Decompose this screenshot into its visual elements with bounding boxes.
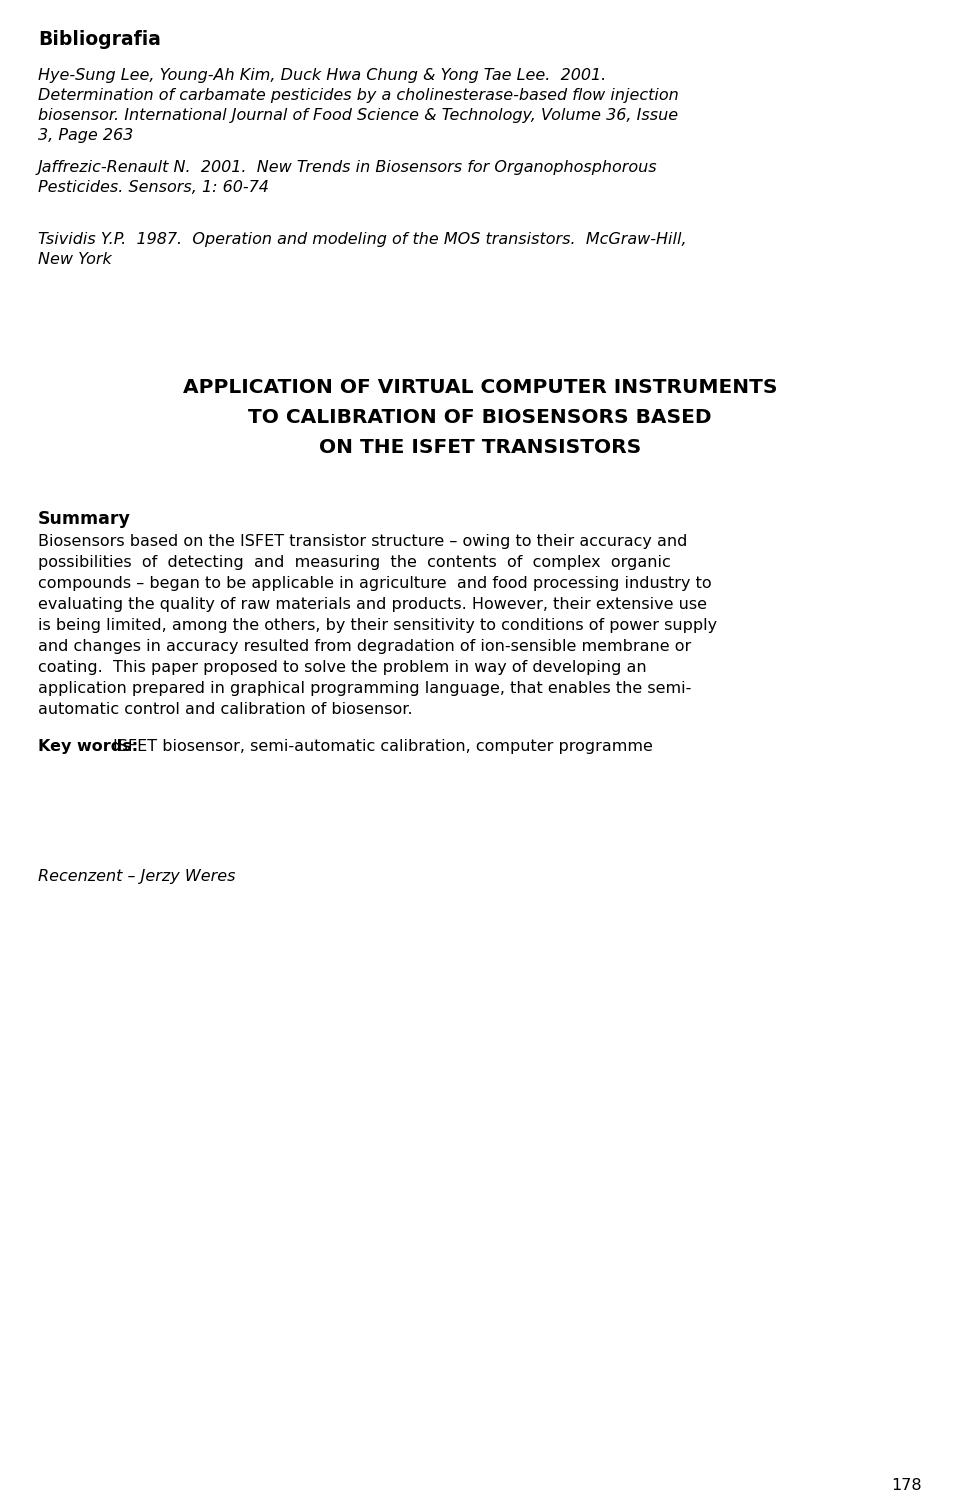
Text: application prepared in graphical programming language, that enables the semi-: application prepared in graphical progra… — [38, 680, 691, 695]
Text: New York: New York — [38, 251, 111, 266]
Text: Tsividis Y.P.  1987.  Operation and modeling of the MOS transistors.  McGraw-Hil: Tsividis Y.P. 1987. Operation and modeli… — [38, 232, 686, 247]
Text: Jaffrezic-Renault N.  2001.  New Trends in Biosensors for Organophosphorous: Jaffrezic-Renault N. 2001. New Trends in… — [38, 160, 658, 175]
Text: biosensor. International Journal of Food Science & Technology, Volume 36, Issue: biosensor. International Journal of Food… — [38, 108, 678, 123]
Text: ON THE ISFET TRANSISTORS: ON THE ISFET TRANSISTORS — [319, 438, 641, 458]
Text: Key words:: Key words: — [38, 739, 138, 754]
Text: evaluating the quality of raw materials and products. However, their extensive u: evaluating the quality of raw materials … — [38, 597, 707, 613]
Text: Determination of carbamate pesticides by a cholinesterase-based flow injection: Determination of carbamate pesticides by… — [38, 87, 679, 102]
Text: ISFET biosensor, semi-automatic calibration, computer programme: ISFET biosensor, semi-automatic calibrat… — [113, 739, 653, 754]
Text: possibilities  of  detecting  and  measuring  the  contents  of  complex  organi: possibilities of detecting and measuring… — [38, 555, 671, 570]
Text: is being limited, among the others, by their sensitivity to conditions of power : is being limited, among the others, by t… — [38, 619, 717, 634]
Text: automatic control and calibration of biosensor.: automatic control and calibration of bio… — [38, 701, 413, 716]
Text: TO CALIBRATION OF BIOSENSORS BASED: TO CALIBRATION OF BIOSENSORS BASED — [249, 408, 711, 427]
Text: 178: 178 — [892, 1478, 922, 1493]
Text: Bibliografia: Bibliografia — [38, 30, 161, 50]
Text: and changes in accuracy resulted from degradation of ion-sensible membrane or: and changes in accuracy resulted from de… — [38, 640, 691, 655]
Text: Pesticides. Sensors, 1: 60-74: Pesticides. Sensors, 1: 60-74 — [38, 181, 269, 196]
Text: compounds – began to be applicable in agriculture  and food processing industry : compounds – began to be applicable in ag… — [38, 576, 711, 591]
Text: Summary: Summary — [38, 510, 131, 528]
Text: APPLICATION OF VIRTUAL COMPUTER INSTRUMENTS: APPLICATION OF VIRTUAL COMPUTER INSTRUME… — [182, 378, 778, 397]
Text: Hye-Sung Lee, Young-Ah Kim, Duck Hwa Chung & Yong Tae Lee.  2001.: Hye-Sung Lee, Young-Ah Kim, Duck Hwa Chu… — [38, 68, 607, 83]
Text: Biosensors based on the ISFET transistor structure – owing to their accuracy and: Biosensors based on the ISFET transistor… — [38, 534, 687, 549]
Text: Recenzent – Jerzy Weres: Recenzent – Jerzy Weres — [38, 868, 235, 883]
Text: coating.  This paper proposed to solve the problem in way of developing an: coating. This paper proposed to solve th… — [38, 661, 647, 676]
Text: 3, Page 263: 3, Page 263 — [38, 128, 133, 143]
